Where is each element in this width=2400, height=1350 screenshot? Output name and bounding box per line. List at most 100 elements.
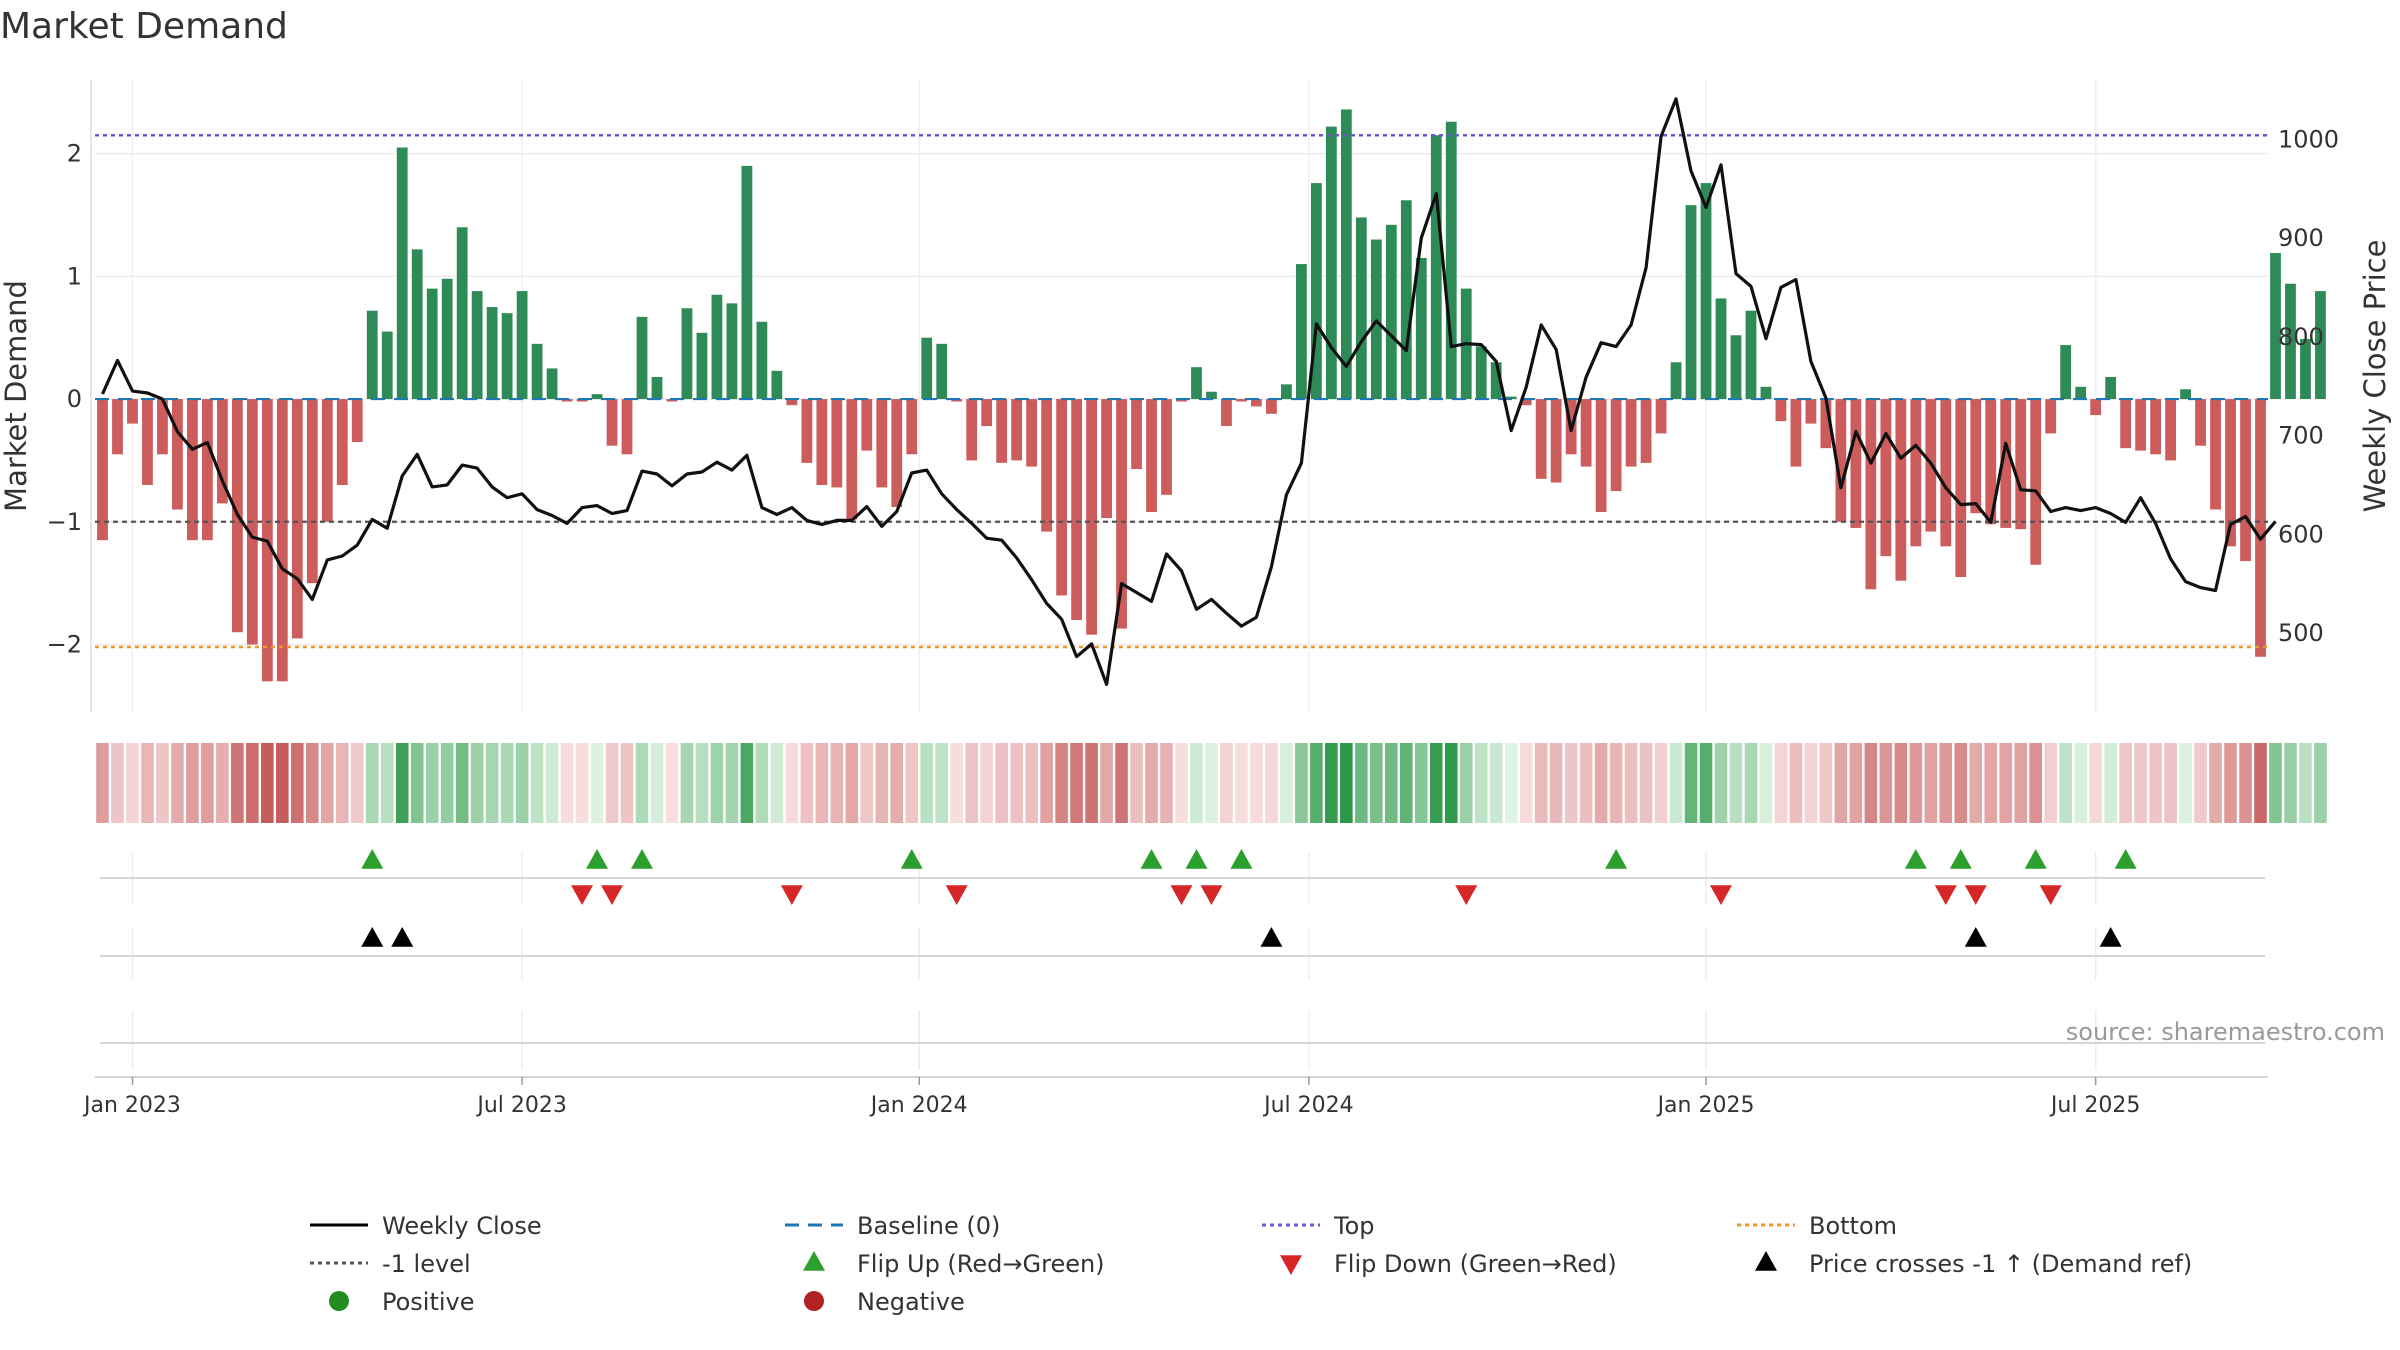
legend-item: Flip Up (Red→Green) [803, 1250, 1105, 1278]
demand-bar [396, 147, 408, 400]
demand-bar [1325, 126, 1337, 400]
heat-cell [1205, 743, 1218, 823]
heat-cell [1684, 743, 1698, 823]
demand-bar [591, 394, 603, 400]
demand-bar [1730, 335, 1742, 400]
demand-bar [1101, 399, 1112, 519]
heat-cell [1025, 743, 1038, 823]
legend-item: Positive [329, 1288, 475, 1316]
demand-bar [486, 307, 498, 400]
heat-cell [1894, 743, 1908, 823]
heat-cell [1909, 743, 1923, 823]
heat-cell [1624, 743, 1638, 823]
axes: 2 1 0 −1 −2 1000 900 800 700 600 500 Market Demand W… [0, 80, 2392, 712]
heat-cell [171, 743, 184, 823]
heat-cell [1190, 743, 1203, 823]
heat-cell [350, 743, 364, 823]
heat-cell [380, 743, 394, 823]
heat-cell [2104, 743, 2117, 823]
heat-cell [261, 743, 274, 823]
demand-bar [966, 399, 978, 461]
demand-bar [696, 332, 708, 400]
heat-cell [126, 743, 139, 823]
x-tick-label: Jan 2023 [82, 1093, 181, 1118]
demand-bar [651, 376, 663, 400]
demand-bar [2225, 399, 2236, 547]
demand-bar [1850, 399, 1862, 528]
demand-bar [726, 303, 738, 400]
demand-bar [1146, 399, 1157, 512]
heat-cell [1984, 743, 1998, 823]
demand-bar [831, 399, 843, 488]
weekly-close-line [101, 97, 2277, 687]
demand-bar [801, 399, 813, 463]
heat-cell [905, 743, 919, 823]
demand-bar [1655, 399, 1667, 434]
heat-cell [770, 743, 784, 823]
demand-bar [2195, 399, 2206, 446]
demand-bar [1206, 391, 1217, 400]
demand-bar [1221, 399, 1232, 427]
demand-bar [112, 399, 123, 455]
legend-item: -1 level [310, 1250, 471, 1278]
heat-cell [425, 743, 439, 823]
demand-bar [786, 399, 798, 406]
heat-cell [605, 743, 619, 823]
heat-cell [1864, 743, 1878, 823]
left-tick-label: −2 [47, 631, 82, 659]
demand-bar [366, 310, 378, 400]
heat-cell [455, 743, 469, 823]
demand-bar [411, 249, 423, 400]
heat-cell [695, 743, 709, 823]
demand-bar [1490, 362, 1502, 400]
demand-bar [2105, 376, 2117, 400]
flip-down-marker [1170, 885, 1193, 905]
heat-cell [2014, 743, 2028, 823]
heat-cell [1160, 743, 1173, 823]
heat-cell [440, 743, 454, 823]
demand-bar [142, 399, 153, 485]
legend-label: Baseline (0) [857, 1212, 1000, 1240]
heat-cell [485, 743, 499, 823]
demand-bar [1625, 399, 1637, 467]
heat-cell [246, 743, 259, 823]
flip-down-marker [2039, 885, 2062, 905]
demand-bar [202, 399, 213, 541]
heat-cell [1819, 743, 1833, 823]
right-axis-label: Weekly Close Price [2358, 240, 2392, 513]
demand-bar [516, 291, 528, 400]
price-cross-marker [1964, 927, 1987, 947]
heat-cell [1729, 743, 1743, 823]
demand-bar [1086, 399, 1097, 635]
flip-down-marker [1964, 885, 1987, 905]
demand-bar [711, 294, 723, 400]
demand-bar [1236, 399, 1247, 402]
demand-bar [2135, 399, 2147, 451]
demand-bar [1475, 346, 1487, 400]
legend-label: Bottom [1809, 1212, 1897, 1240]
demand-bar [846, 399, 858, 520]
heat-cell [1100, 743, 1113, 823]
demand-bar [861, 399, 873, 451]
heat-cell [995, 743, 1008, 823]
flip-up-marker [1185, 849, 1208, 869]
demand-bar [2240, 399, 2251, 562]
demand-bar [2000, 399, 2012, 528]
demand-bar [127, 399, 138, 424]
demand-bar [756, 321, 768, 400]
demand-bar [1790, 399, 1802, 467]
empty-panel [95, 1010, 2268, 1078]
demand-bar [906, 399, 918, 455]
heat-cell [2239, 743, 2252, 823]
demand-bar [1970, 399, 1982, 514]
demand-bar [531, 343, 543, 400]
heat-cell [1220, 743, 1233, 823]
flip-up-marker [630, 849, 653, 869]
heat-cell [2074, 743, 2087, 823]
demand-bar [1131, 399, 1142, 470]
heat-cell [1295, 743, 1308, 823]
heat-cell [845, 743, 859, 823]
heat-cell [186, 743, 199, 823]
heat-cell [156, 743, 169, 823]
right-tick-label: 600 [2278, 520, 2324, 548]
